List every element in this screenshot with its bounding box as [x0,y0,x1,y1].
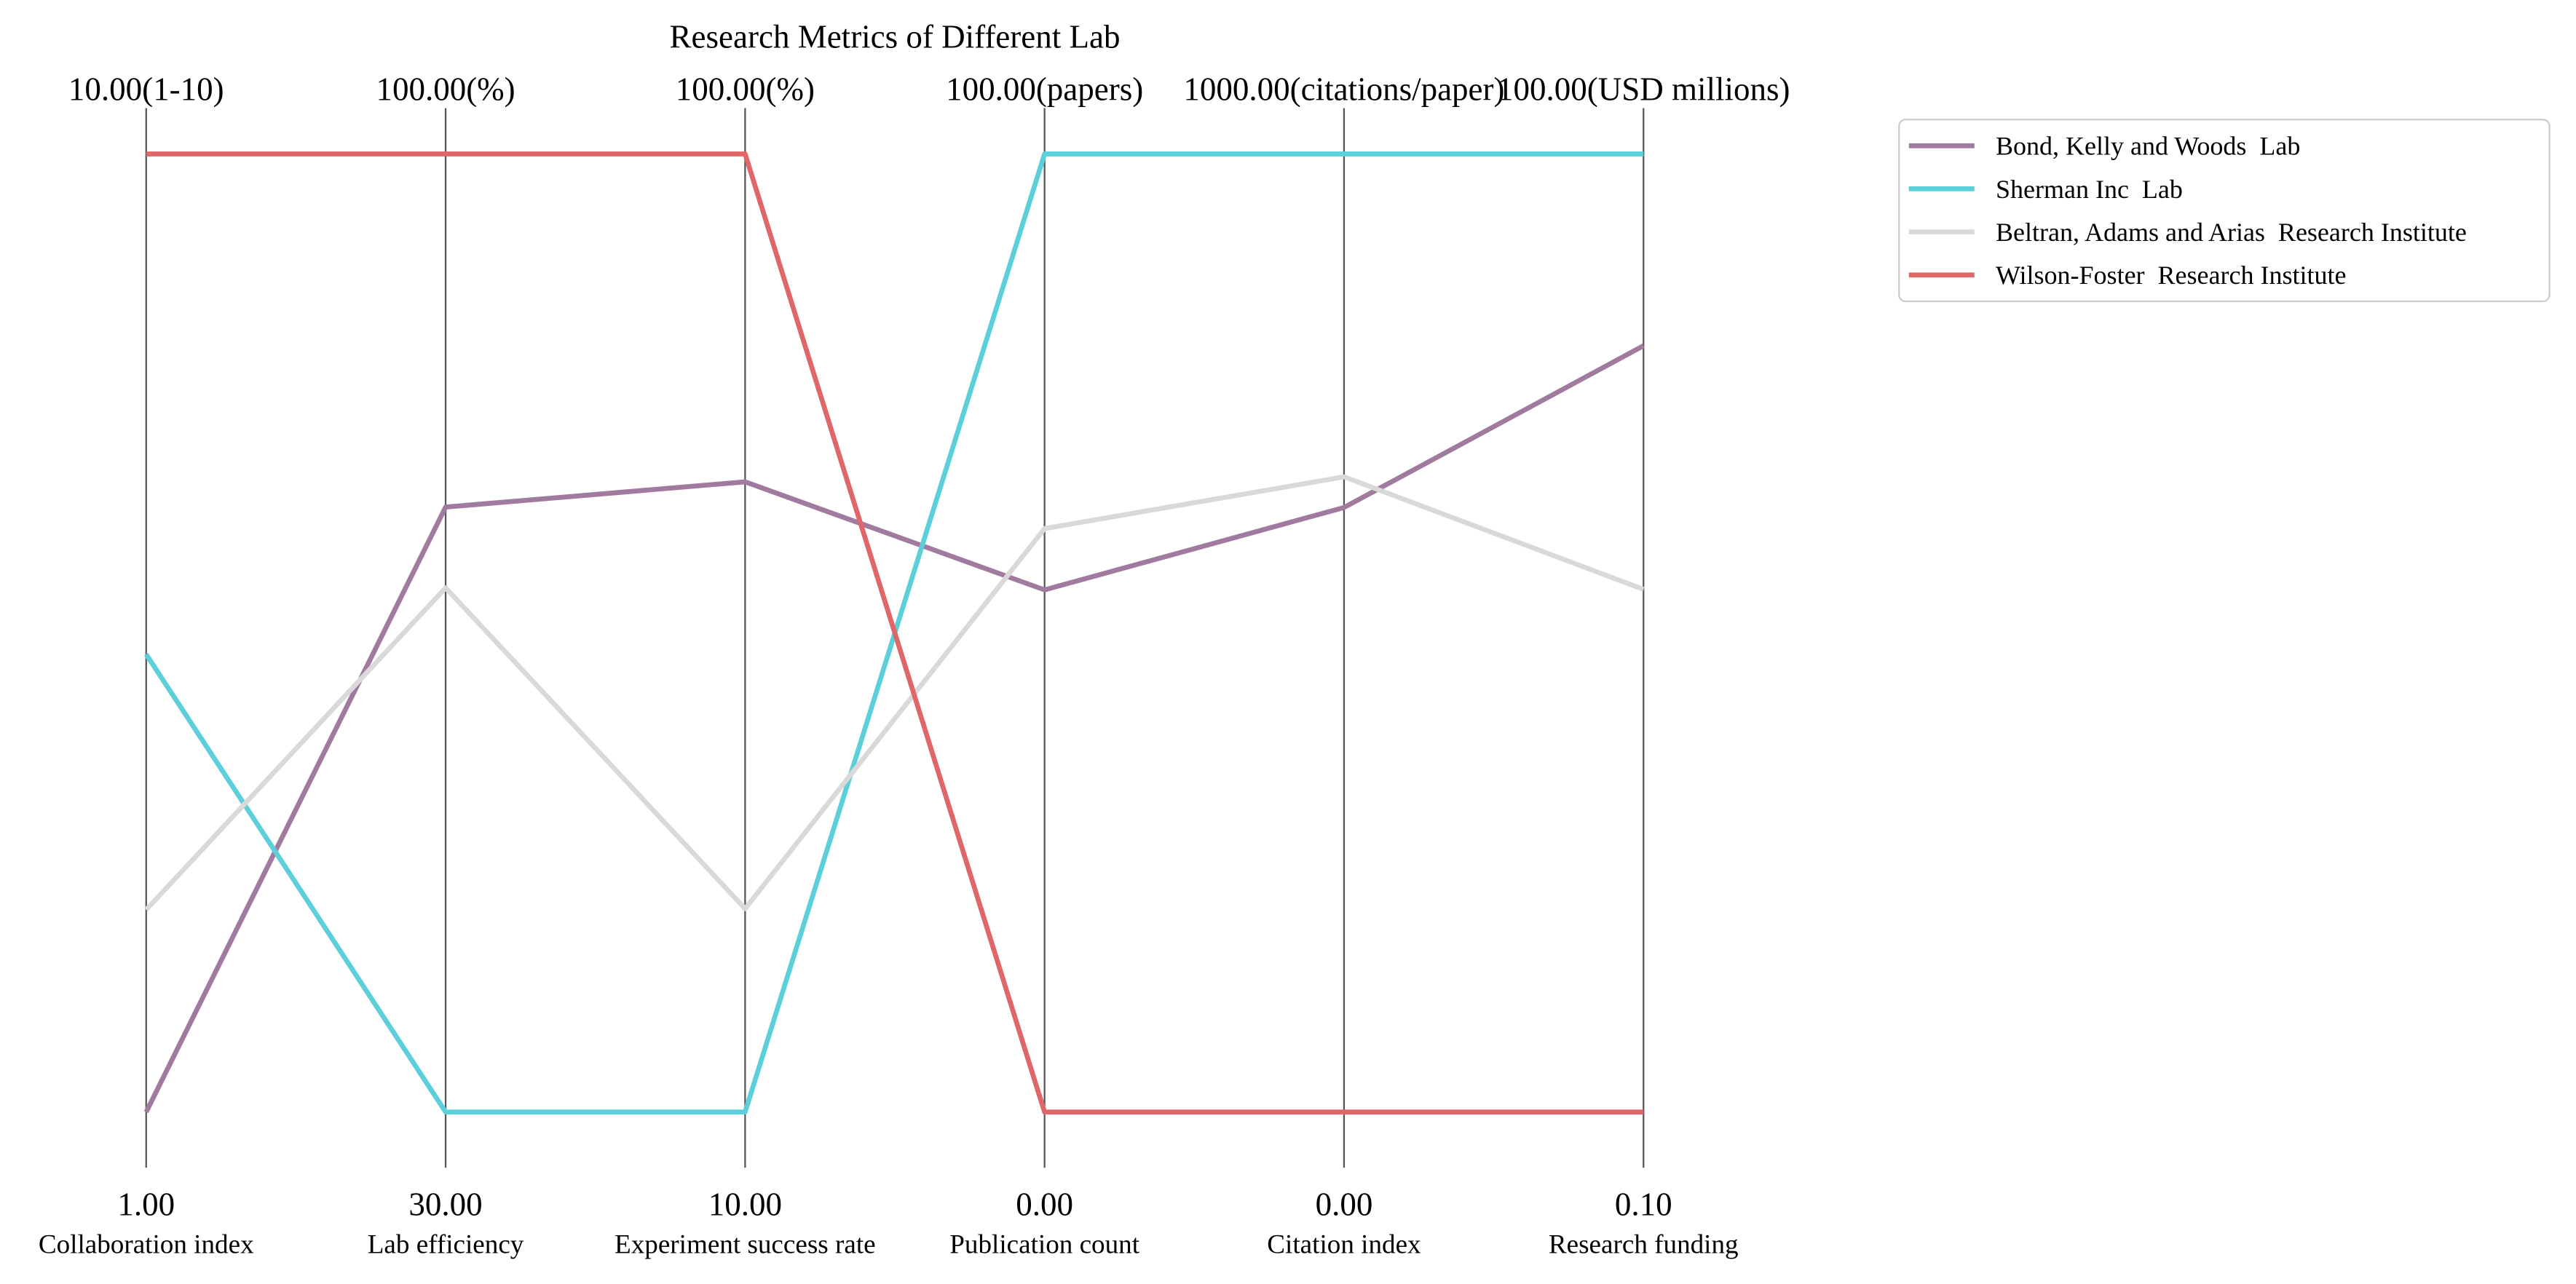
legend-label-beltran-adams-and-arias-research-institute: Beltran, Adams and Arias Research Instit… [1996,218,2467,247]
series-line-wilson-foster-research-institute [146,151,1644,1115]
axis-min-label-citation-index: 0.00 [1316,1186,1373,1223]
axis-name-research-funding: Research funding [1549,1229,1739,1259]
legend-label-wilson-foster-research-institute: Wilson-Foster Research Institute [1996,261,2346,290]
axis-name-publication-count: Publication count [949,1229,1139,1259]
axis-max-label-research-funding: 100.00(USD millions) [1497,71,1790,107]
axes-group: 10.00(1-10) 1.00 Collaboration index 100.00… [39,71,1790,1259]
axis-min-label-research-funding: 0.10 [1615,1186,1672,1223]
axis-name-collaboration-index: Collaboration index [39,1229,254,1259]
axis-name-experiment-success-rate: Experiment success rate [615,1229,876,1259]
series-line-beltran-adams-and-arias-research-institute [144,474,1645,912]
legend-label-bond-kelly-and-woods-lab: Bond, Kelly and Woods Lab [1996,132,2300,161]
legend-label-sherman-inc-lab: Sherman Inc Lab [1996,175,2183,204]
axis-min-label-collaboration-index: 1.00 [117,1186,175,1223]
axis-min-label-lab-efficiency: 30.00 [408,1186,482,1223]
series-line-bond-kelly-and-woods-lab [143,344,1645,1114]
series-group [143,151,1645,1115]
legend: Bond, Kelly and Woods Lab Sherman Inc Lab… [1898,119,2551,303]
axis-max-label-publication-count: 100.00(papers) [946,71,1143,107]
axis-name-lab-efficiency: Lab efficiency [368,1229,524,1259]
axis-max-label-citation-index: 1000.00(citations/paper) [1183,71,1504,107]
axis-min-label-experiment-success-rate: 10.00 [708,1186,782,1223]
axis-name-citation-index: Citation index [1267,1229,1421,1259]
axis-max-label-lab-efficiency: 100.00(%) [376,71,515,107]
axis-min-label-publication-count: 0.00 [1016,1186,1073,1223]
chart-title: Research Metrics of Different Lab [670,18,1121,55]
legend-box [1898,119,2551,303]
axis-max-label-collaboration-index: 10.00(1-10) [68,71,224,107]
axis-max-label-experiment-success-rate: 100.00(%) [676,71,815,107]
